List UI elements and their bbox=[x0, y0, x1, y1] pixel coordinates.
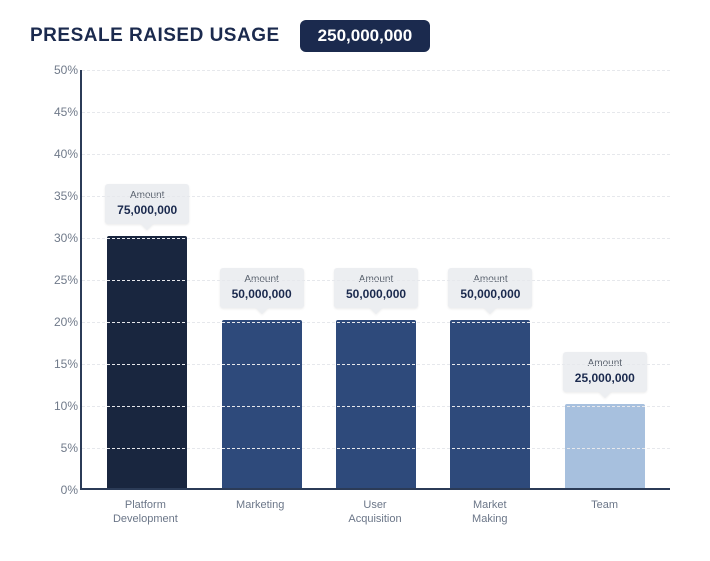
bar-slot: Amount25,000,000 bbox=[548, 70, 662, 488]
total-badge: 250,000,000 bbox=[300, 20, 431, 52]
bar-slot: Amount50,000,000 bbox=[204, 70, 318, 488]
tooltip-value: 50,000,000 bbox=[232, 287, 292, 301]
bar-tooltip: Amount50,000,000 bbox=[220, 268, 304, 308]
grid-line bbox=[82, 196, 670, 197]
chart-plot: Amount75,000,000 Amount50,000,000 Amount50… bbox=[80, 70, 670, 490]
y-axis-tick-label: 50% bbox=[38, 63, 78, 77]
y-axis-tick-label: 25% bbox=[38, 273, 78, 287]
grid-line bbox=[82, 406, 670, 407]
grid-line bbox=[82, 154, 670, 155]
x-axis-labels: PlatformDevelopmentMarketingUserAcquisit… bbox=[80, 498, 670, 527]
bars-group: Amount75,000,000 Amount50,000,000 Amount50… bbox=[82, 70, 670, 488]
bar-tooltip: Amount75,000,000 bbox=[105, 184, 189, 224]
x-axis-category-label: Marketing bbox=[203, 498, 318, 527]
y-axis-tick-label: 30% bbox=[38, 231, 78, 245]
grid-line bbox=[82, 70, 670, 71]
bar-tooltip: Amount25,000,000 bbox=[563, 352, 647, 392]
x-axis-category-label: UserAcquisition bbox=[318, 498, 433, 527]
chart-area: Amount75,000,000 Amount50,000,000 Amount50… bbox=[30, 70, 680, 550]
grid-line bbox=[82, 280, 670, 281]
bar bbox=[336, 320, 416, 488]
grid-line bbox=[82, 112, 670, 113]
chart-container: PRESALE RAISED USAGE 250,000,000 Amount7… bbox=[0, 0, 710, 561]
chart-title: PRESALE RAISED USAGE bbox=[30, 25, 280, 47]
y-axis-tick-label: 35% bbox=[38, 189, 78, 203]
tooltip-value: 25,000,000 bbox=[575, 371, 635, 385]
grid-line bbox=[82, 364, 670, 365]
y-axis-tick-label: 45% bbox=[38, 105, 78, 119]
y-axis-tick-label: 10% bbox=[38, 399, 78, 413]
bar-tooltip: Amount50,000,000 bbox=[448, 268, 532, 308]
x-axis-category-label: MarketMaking bbox=[432, 498, 547, 527]
bar-slot: Amount50,000,000 bbox=[319, 70, 433, 488]
bar bbox=[107, 236, 187, 488]
bar bbox=[565, 404, 645, 488]
tooltip-value: 50,000,000 bbox=[460, 287, 520, 301]
y-axis-tick-label: 20% bbox=[38, 315, 78, 329]
x-axis-category-label: Team bbox=[547, 498, 662, 527]
y-axis-tick-label: 15% bbox=[38, 357, 78, 371]
bar-slot: Amount75,000,000 bbox=[90, 70, 204, 488]
tooltip-value: 75,000,000 bbox=[117, 203, 177, 217]
grid-line bbox=[82, 238, 670, 239]
bar bbox=[450, 320, 530, 488]
chart-header: PRESALE RAISED USAGE 250,000,000 bbox=[30, 20, 680, 52]
y-axis-tick-label: 5% bbox=[38, 441, 78, 455]
bar-tooltip: Amount50,000,000 bbox=[334, 268, 418, 308]
y-axis-tick-label: 40% bbox=[38, 147, 78, 161]
bar-slot: Amount50,000,000 bbox=[433, 70, 547, 488]
tooltip-value: 50,000,000 bbox=[346, 287, 406, 301]
x-axis-category-label: PlatformDevelopment bbox=[88, 498, 203, 527]
grid-line bbox=[82, 448, 670, 449]
y-axis-tick-label: 0% bbox=[38, 483, 78, 497]
grid-line bbox=[82, 322, 670, 323]
bar bbox=[222, 320, 302, 488]
